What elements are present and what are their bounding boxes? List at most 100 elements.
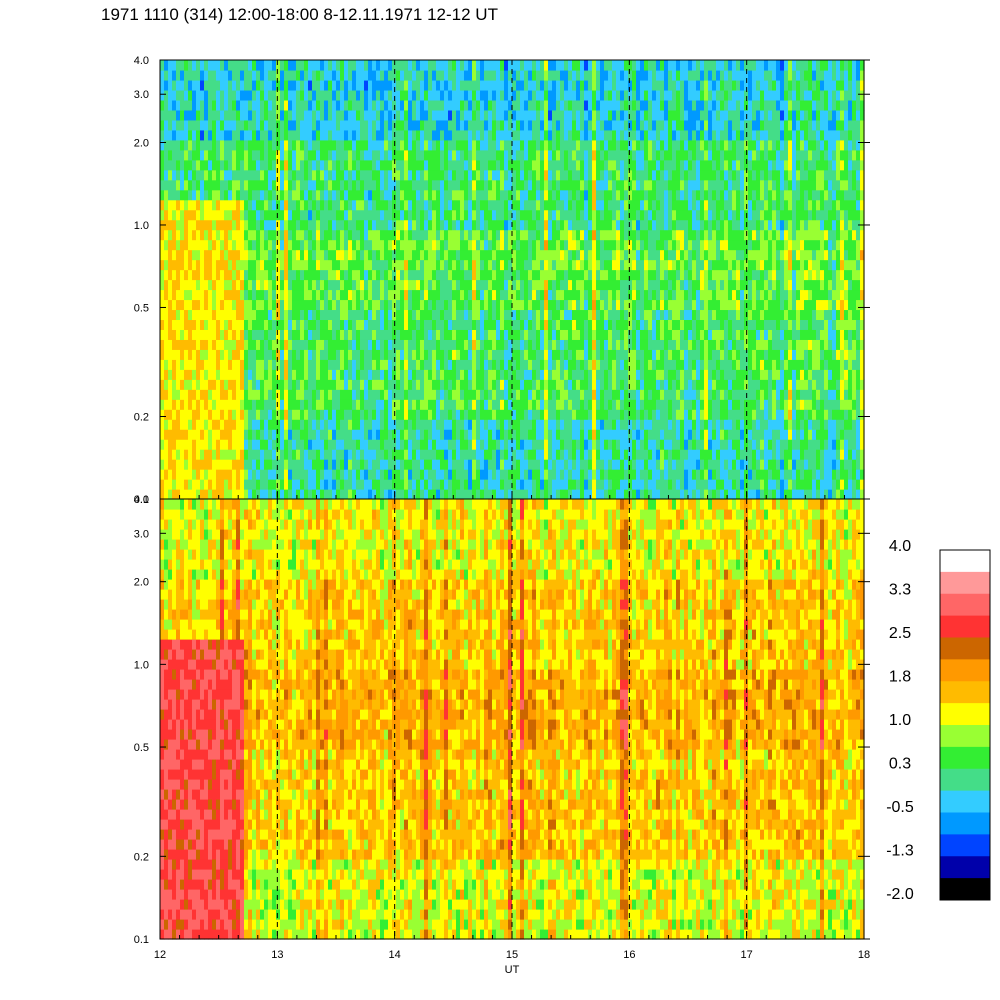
heatmap-cell	[320, 109, 325, 121]
heatmap-cell	[160, 449, 165, 460]
heatmap-cell	[244, 109, 249, 121]
heatmap-cell	[316, 449, 321, 460]
heatmap-cell	[588, 349, 593, 360]
heatmap-cell	[376, 279, 381, 291]
heatmap-cell	[536, 409, 541, 420]
heatmap-cell	[228, 99, 233, 111]
heatmap-cell	[320, 349, 325, 360]
heatmap-cell	[596, 489, 601, 500]
heatmap-cell	[204, 189, 209, 201]
heatmap-cell	[416, 259, 421, 271]
heatmap-cell	[320, 149, 325, 161]
heatmap-cell	[188, 99, 193, 111]
heatmap-cell	[448, 269, 453, 281]
heatmap-cell	[320, 359, 325, 370]
heatmap-cell	[200, 469, 205, 480]
heatmap-cell	[384, 439, 389, 450]
heatmap-cell	[304, 229, 309, 241]
heatmap-cell	[404, 329, 409, 340]
heatmap-cell	[484, 179, 489, 191]
heatmap-cell	[404, 289, 409, 301]
heatmap-cell	[592, 449, 597, 460]
heatmap-cell	[420, 439, 425, 450]
heatmap-cell	[604, 229, 609, 241]
heatmap-cell	[360, 269, 365, 281]
heatmap-cell	[240, 229, 245, 241]
heatmap-cell	[500, 79, 505, 91]
heatmap-cell	[176, 379, 181, 390]
heatmap-cell	[440, 309, 445, 321]
heatmap-cell	[276, 299, 281, 311]
heatmap-cell	[300, 409, 305, 420]
heatmap-cell	[408, 89, 413, 101]
heatmap-cell	[352, 239, 357, 251]
heatmap-cell	[276, 269, 281, 281]
heatmap-cell	[232, 209, 237, 221]
heatmap-cell	[176, 60, 181, 71]
heatmap-cell	[560, 109, 565, 121]
heatmap-cell	[164, 69, 169, 81]
heatmap-cell	[268, 60, 273, 71]
heatmap-cell	[264, 309, 269, 321]
heatmap-cell	[304, 60, 309, 71]
heatmap-cell	[280, 139, 285, 151]
heatmap-cell	[484, 409, 489, 420]
heatmap-cell	[200, 489, 205, 500]
heatmap-cell	[252, 79, 257, 91]
heatmap-cell	[284, 229, 289, 241]
heatmap-cell	[320, 99, 325, 111]
heatmap-cell	[528, 399, 533, 410]
heatmap-cell	[356, 139, 361, 151]
heatmap-cell	[564, 439, 569, 450]
heatmap-cell	[512, 389, 517, 400]
heatmap-cell	[228, 219, 233, 231]
heatmap-cell	[312, 79, 317, 91]
heatmap-cell	[364, 379, 369, 390]
heatmap-cell	[504, 419, 509, 430]
heatmap-cell	[548, 329, 553, 340]
heatmap-cell	[488, 139, 493, 151]
heatmap-cell	[280, 179, 285, 191]
heatmap-cell	[228, 119, 233, 131]
heatmap-cell	[564, 339, 569, 350]
heatmap-cell	[328, 469, 333, 480]
heatmap-cell	[520, 139, 525, 151]
heatmap-cell	[264, 429, 269, 440]
heatmap-cell	[480, 69, 485, 81]
heatmap-cell	[244, 479, 249, 490]
heatmap-cell	[532, 399, 537, 410]
heatmap-cell	[224, 489, 229, 500]
heatmap-cell	[340, 219, 345, 231]
heatmap-cell	[548, 459, 553, 470]
heatmap-cell	[604, 349, 609, 360]
heatmap-cell	[348, 389, 353, 400]
heatmap-cell	[516, 249, 521, 261]
heatmap-cell	[452, 239, 457, 251]
heatmap-cell	[504, 259, 509, 271]
heatmap-cell	[248, 349, 253, 360]
heatmap-cell	[312, 119, 317, 131]
heatmap-cell	[368, 439, 373, 450]
heatmap-cell	[564, 69, 569, 81]
heatmap-cell	[348, 99, 353, 111]
heatmap-cell	[384, 299, 389, 311]
heatmap-cell	[488, 419, 493, 430]
heatmap-cell	[416, 99, 421, 111]
heatmap-cell	[364, 89, 369, 101]
heatmap-cell	[252, 179, 257, 191]
heatmap-cell	[404, 309, 409, 321]
heatmap-cell	[580, 479, 585, 490]
heatmap-cell	[448, 159, 453, 171]
heatmap-cell	[252, 469, 257, 480]
heatmap-cell	[204, 359, 209, 370]
heatmap-cell	[180, 429, 185, 440]
heatmap-cell	[588, 269, 593, 281]
heatmap-cell	[356, 239, 361, 251]
heatmap-cell	[388, 219, 393, 231]
heatmap-cell	[560, 179, 565, 191]
heatmap-cell	[264, 69, 269, 81]
heatmap-cell	[324, 139, 329, 151]
heatmap-cell	[332, 359, 337, 370]
heatmap-cell	[500, 409, 505, 420]
heatmap-cell	[432, 149, 437, 161]
